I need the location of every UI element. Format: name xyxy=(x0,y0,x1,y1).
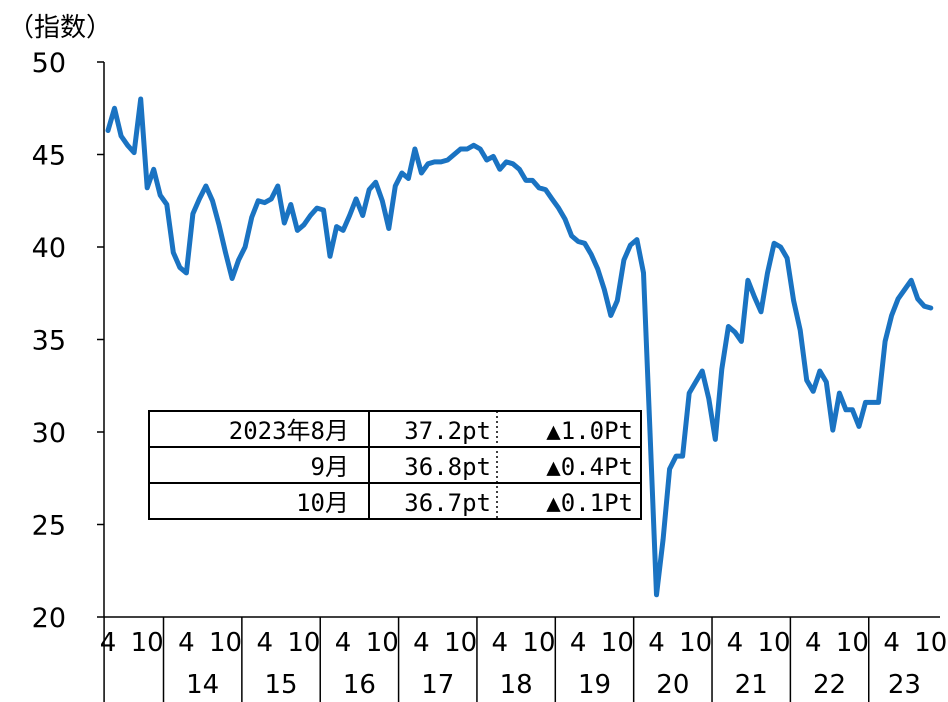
x-month-label: 10 xyxy=(444,628,477,658)
x-year-label: 22 xyxy=(813,670,846,700)
table-value: 36.7pt xyxy=(404,489,491,517)
x-month-label: 4 xyxy=(883,628,900,658)
y-tick-label: 40 xyxy=(32,233,66,264)
y-axis: 50 45 40 35 30 25 20 xyxy=(32,48,105,634)
x-month-label: 4 xyxy=(413,628,430,658)
table-change: ▲0.4Pt xyxy=(546,453,633,481)
series-layer xyxy=(105,96,934,598)
x-month-label: 10 xyxy=(601,628,634,658)
x-year-label: 15 xyxy=(264,670,297,700)
x-year-label: 21 xyxy=(735,670,768,700)
x-month-label: 4 xyxy=(570,628,587,658)
series-line xyxy=(105,96,934,598)
x-month-label: 4 xyxy=(335,628,352,658)
table-value: 37.2pt xyxy=(404,417,491,445)
y-tick-label: 25 xyxy=(32,511,66,542)
x-month-label: 10 xyxy=(836,628,869,658)
x-month-label: 4 xyxy=(256,628,273,658)
x-month-label: 4 xyxy=(100,628,117,658)
x-year-label: 17 xyxy=(421,670,454,700)
y-tick-label: 50 xyxy=(32,48,66,79)
table-period: 2023年8月 xyxy=(229,417,349,445)
table-value: 36.8pt xyxy=(404,453,491,481)
x-month-label: 10 xyxy=(522,628,555,658)
x-month-label: 10 xyxy=(758,628,791,658)
x-month-label: 4 xyxy=(178,628,195,658)
x-year-label: 20 xyxy=(656,670,689,700)
y-tick-label: 45 xyxy=(32,141,66,172)
x-year-label: 14 xyxy=(186,670,219,700)
y-axis-unit-label: （指数） xyxy=(8,13,112,43)
table-period: 9月 xyxy=(311,453,349,481)
table-change: ▲0.1Pt xyxy=(546,489,633,517)
table-period: 10月 xyxy=(296,489,349,517)
x-month-label: 4 xyxy=(805,628,822,658)
x-month-label: 10 xyxy=(131,628,164,658)
x-axis: 4 10 4 10 4 10 4 10 4 10 4 10 4 10 4 10 4 10 4 10 4 10 14 15 16 1… xyxy=(100,616,947,702)
x-month-label: 10 xyxy=(287,628,320,658)
x-month-label: 10 xyxy=(914,628,947,658)
x-year-label: 19 xyxy=(578,670,611,700)
summary-table: 2023年8月 37.2pt ▲1.0Pt 9月 36.8pt ▲0.4Pt 10月 36.7… xyxy=(148,410,642,520)
x-year-label: 16 xyxy=(343,670,376,700)
y-tick-label: 30 xyxy=(32,418,66,449)
x-month-label: 4 xyxy=(648,628,665,658)
y-tick-label: 35 xyxy=(32,326,66,357)
x-year-label: 18 xyxy=(500,670,533,700)
x-month-label: 4 xyxy=(492,628,509,658)
y-tick-label: 20 xyxy=(32,603,66,634)
x-month-label: 10 xyxy=(366,628,399,658)
table-change: ▲1.0Pt xyxy=(546,417,633,445)
x-year-label: 23 xyxy=(888,670,921,700)
x-month-label: 10 xyxy=(679,628,712,658)
x-month-label: 10 xyxy=(209,628,242,658)
x-month-label: 4 xyxy=(727,628,744,658)
table-frame xyxy=(148,410,642,520)
